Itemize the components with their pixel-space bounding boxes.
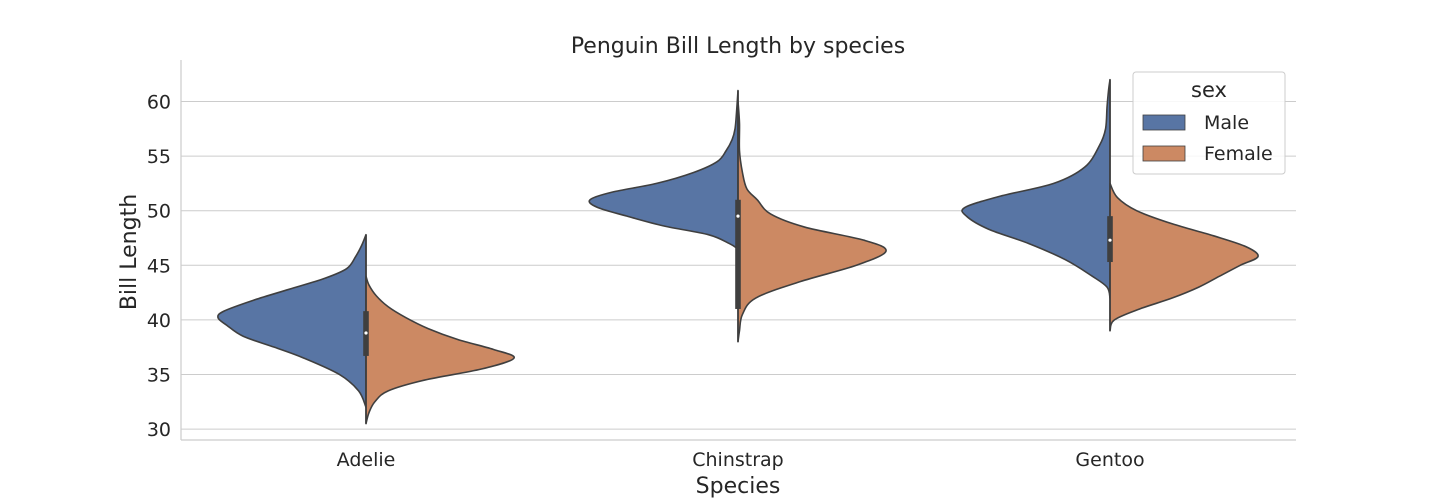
legend-items: Male Female (1142, 112, 1273, 165)
y-tick-labels: 30 35 40 45 50 55 60 (147, 91, 171, 441)
x-tick-label-gentoo: Gentoo (1075, 449, 1144, 471)
violin-gentoo-male (961, 78, 1111, 299)
violin-chinstrap-male (588, 89, 739, 250)
median-dot-gentoo (1108, 238, 1112, 242)
axes (180, 60, 1296, 441)
y-tick-label-40: 40 (147, 310, 171, 332)
y-tick-label-55: 55 (147, 146, 171, 168)
legend-title: sex (1191, 78, 1227, 102)
x-tick-labels: Adelie Chinstrap Gentoo (337, 449, 1145, 471)
median-dot-chinstrap (736, 214, 740, 218)
legend-label-female: Female (1204, 143, 1273, 165)
violin-gentoo-female (1109, 182, 1259, 332)
y-tick-label-50: 50 (147, 201, 171, 223)
y-axis-label: Bill Length (117, 194, 142, 310)
y-tick-label-60: 60 (147, 91, 171, 113)
x-axis-label: Species (696, 474, 781, 499)
x-tick-label-chinstrap: Chinstrap (692, 449, 784, 471)
legend-label-male: Male (1204, 112, 1249, 134)
y-tick-label-45: 45 (147, 255, 171, 277)
violin-plots (217, 78, 1259, 425)
quartile-box-chinstrap (735, 199, 741, 309)
y-tick-label-35: 35 (147, 364, 171, 386)
violin-adelie-female (365, 275, 515, 425)
legend-swatch-female (1142, 145, 1186, 162)
x-tick-label-adelie: Adelie (337, 449, 396, 471)
y-tick-label-30: 30 (147, 419, 171, 441)
legend: sex Male Female (1132, 71, 1286, 175)
violin-chinstrap-female (737, 100, 887, 343)
legend-swatch-male (1142, 114, 1186, 131)
median-dot-adelie (364, 331, 368, 335)
chart-title: Penguin Bill Length by species (571, 34, 905, 59)
violin-adelie-male (217, 233, 367, 409)
